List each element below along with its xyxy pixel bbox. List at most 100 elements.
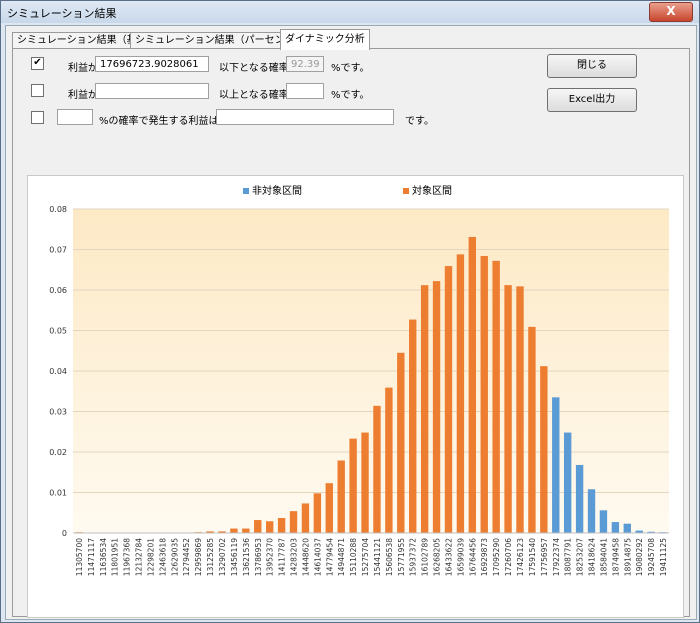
x-tick-label: 15606538 [385, 538, 394, 576]
y-tick-label: 0.03 [49, 408, 67, 417]
x-tick-label: 18749458 [611, 538, 620, 576]
y-tick-label: 0.04 [49, 367, 67, 376]
row3-percent-input[interactable] [57, 109, 93, 125]
bar-target [492, 260, 500, 533]
close-button[interactable]: 閉じる [547, 54, 637, 78]
row1-checkbox[interactable]: ✔ [31, 57, 44, 70]
x-tick-label: 11636534 [99, 538, 108, 576]
legend-label-non-target: 非対象区間 [252, 184, 302, 197]
bar-non-target [587, 489, 596, 533]
row3-checkbox[interactable] [31, 111, 44, 124]
x-tick-label: 12298201 [146, 538, 155, 576]
bar-target [397, 352, 405, 533]
legend-label-target: 対象区間 [412, 184, 452, 197]
y-tick-label: 0.01 [49, 489, 67, 498]
bar-target [301, 503, 310, 533]
bar-non-target [647, 531, 655, 533]
x-tick-label: 17756957 [540, 538, 549, 576]
row1-suffix: %です。 [331, 63, 370, 74]
title-bar[interactable]: シミュレーション結果 X [1, 1, 699, 23]
legend-swatch-target [403, 188, 409, 194]
y-axis: 0 0.01 0.02 0.03 0.04 0.05 0.06 0.07 0.08 [49, 205, 67, 538]
x-tick-label: 13290702 [218, 538, 227, 576]
x-tick-label: 16433622 [444, 538, 453, 576]
y-tick-label: 0.08 [49, 205, 67, 214]
excel-export-button[interactable]: Excel出力 [547, 88, 637, 112]
tab-dynamic-analysis[interactable]: ダイナミック分析 [280, 29, 370, 50]
x-tick-label: 17426123 [516, 538, 525, 576]
x-tick-label: 18087791 [564, 538, 573, 576]
bar-target [385, 387, 393, 533]
x-tick-label: 11967368 [123, 538, 132, 576]
bar-target [444, 266, 453, 533]
row3-middle-label: %の確率で発生する利益は [99, 116, 219, 127]
row2-checkbox[interactable] [31, 84, 44, 97]
x-tick-label: 12132784 [135, 538, 144, 576]
bar-target [409, 319, 417, 533]
row3-profit-output [216, 109, 394, 125]
bar-target [218, 531, 226, 533]
bar-target [313, 493, 322, 533]
bar-target [230, 528, 238, 533]
bar-non-target [635, 530, 643, 533]
x-tick-label: 15771955 [397, 538, 406, 576]
x-tick-label: 12629035 [170, 538, 179, 576]
x-tick-label: 15275704 [361, 538, 370, 576]
x-tick-label: 15110288 [349, 538, 358, 576]
x-tick-label: 16764456 [468, 538, 477, 576]
x-tick-label: 14779454 [325, 538, 334, 576]
row2-label: 利益が [68, 90, 98, 101]
x-tick-label: 17260706 [504, 538, 513, 576]
row1-profit-input[interactable]: 17696723.9028061 [95, 56, 209, 72]
x-tick-label: 17591540 [528, 538, 537, 576]
x-tick-label: 17922374 [552, 538, 561, 576]
x-tick-label: 15937372 [409, 538, 418, 576]
histogram-svg: 非対象区間 対象区間 0 0.01 0.02 0.03 0.04 0.05 0.06 0.07… [49, 184, 669, 576]
legend-swatch-non-target [243, 188, 249, 194]
bar-non-target [552, 397, 560, 533]
row1-middle-label: 以下となる確率は [219, 63, 299, 74]
x-tick-label: 13952370 [266, 538, 275, 576]
x-tick-label: 14117787 [278, 538, 287, 576]
x-tick-label: 17095290 [492, 538, 501, 576]
x-tick-label: 12463618 [158, 538, 167, 576]
x-tick-label: 13456119 [230, 538, 239, 576]
row2-suffix: %です。 [331, 90, 370, 101]
window-title: シミュレーション結果 [7, 7, 117, 20]
x-axis: 11305700 11471117 11636534 11801951 11967368… [73, 532, 669, 576]
bar-target [349, 438, 357, 533]
x-tick-label: 13621536 [242, 538, 251, 576]
x-tick-label: 16268205 [433, 538, 442, 576]
y-tick-label: 0.06 [49, 286, 67, 295]
bar-target [480, 255, 488, 533]
window-close-button[interactable]: X [649, 2, 693, 22]
bar-target [432, 281, 441, 533]
y-tick-label: 0.07 [49, 246, 67, 255]
bar-non-target [575, 464, 584, 533]
bar-target [325, 483, 333, 533]
x-tick-label: 11801951 [111, 538, 120, 576]
bar-target [206, 531, 214, 533]
bar-target [254, 520, 262, 533]
x-tick-label: 19411125 [659, 538, 668, 576]
bars [75, 236, 667, 534]
y-tick-label: 0 [62, 529, 67, 538]
bar-non-target [623, 523, 631, 533]
row2-probability-output [286, 83, 324, 99]
bar-target [456, 254, 465, 534]
x-tick-label: 19080292 [635, 538, 644, 576]
x-tick-label: 11305700 [75, 538, 84, 576]
bar-target [361, 432, 369, 533]
bar-target [337, 460, 345, 533]
x-tick-label: 16929873 [480, 538, 489, 576]
client-area: シミュレーション結果（基本） シミュレーション結果（パーセンタイル） ダイナミッ… [5, 25, 697, 620]
x-tick-label: 18418624 [588, 538, 597, 576]
bar-target [540, 366, 548, 533]
x-tick-label: 18253207 [576, 538, 585, 576]
bar-target [528, 326, 536, 533]
row2-profit-input[interactable] [95, 83, 209, 99]
bar-non-target [611, 522, 620, 533]
bar-target [277, 518, 286, 533]
x-tick-label: 13786953 [254, 538, 263, 576]
